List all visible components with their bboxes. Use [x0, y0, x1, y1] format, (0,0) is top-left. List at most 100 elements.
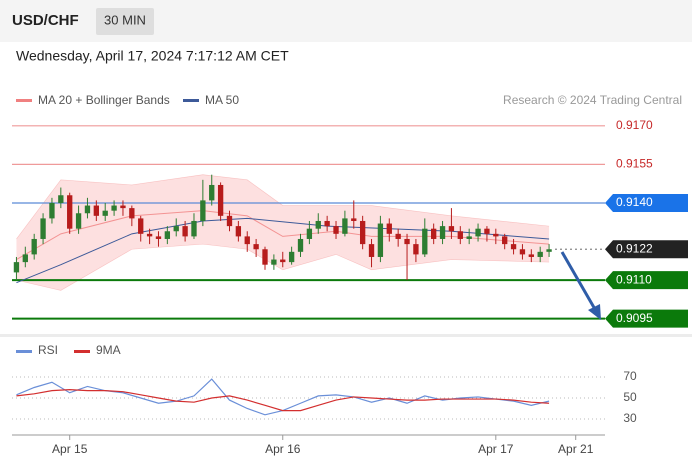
forecast-arrow — [560, 251, 601, 320]
candle-body — [84, 205, 91, 214]
candle-body — [475, 228, 481, 237]
datetime: Wednesday, April 17, 2024 7:17:12 AM CET — [16, 48, 289, 64]
candle-body — [315, 220, 321, 229]
candle-body — [395, 233, 401, 239]
candle-body — [466, 236, 472, 239]
candle-body — [164, 231, 171, 239]
candle-body — [484, 228, 490, 234]
legend-swatch — [74, 350, 90, 353]
candle-body — [342, 218, 348, 234]
candle-body — [182, 226, 188, 237]
series-line — [16, 388, 550, 412]
ma-line — [16, 217, 550, 284]
candle-body — [111, 205, 117, 211]
legend-ma: MA 50 — [205, 93, 239, 107]
level-label: 0.9170 — [616, 118, 653, 132]
candle-body — [368, 244, 375, 257]
level-label: 0.9110 — [616, 272, 652, 286]
x-tick-label: Apr 21 — [558, 442, 594, 456]
candle-body — [31, 238, 37, 255]
candle-body — [528, 254, 534, 257]
candle-body — [226, 215, 233, 227]
candle-body — [217, 184, 224, 216]
candle-body — [306, 228, 313, 239]
candle-body — [502, 236, 508, 245]
candle-body — [173, 226, 179, 232]
legend-rsi: RSI — [38, 343, 58, 357]
candle-body — [377, 223, 384, 257]
symbol: USD/CHF — [12, 12, 79, 29]
interval: 30 MIN — [104, 12, 146, 27]
level-tag — [605, 240, 688, 259]
legend-swatch — [183, 99, 199, 102]
candle-body — [288, 251, 295, 263]
candle-body — [448, 226, 455, 232]
level-label: 0.9122 — [616, 241, 653, 255]
plot-layer: 0.9170 0.9155 0.9140 0.9122 0.9110 0.9095 30 50… — [12, 118, 688, 456]
candle-body — [146, 233, 153, 237]
source: Research © 2024 Trading Central — [503, 93, 682, 107]
candle-body — [297, 238, 304, 252]
candle-body — [280, 259, 286, 263]
candle-body — [191, 220, 197, 237]
candle-body — [120, 205, 126, 209]
candle-body — [129, 208, 135, 219]
candle-body — [49, 202, 55, 219]
candle-body — [75, 213, 82, 229]
level-tag — [605, 193, 688, 212]
band-middle — [16, 210, 550, 260]
candle-body — [200, 200, 206, 221]
candle-body — [93, 205, 99, 216]
candle-body — [431, 228, 437, 239]
candle-body — [253, 244, 259, 250]
candle-body — [67, 195, 73, 229]
x-tick-label: Apr 16 — [265, 442, 301, 456]
candle-body — [324, 220, 330, 227]
candle-body — [22, 254, 28, 263]
legend-swatch — [16, 350, 32, 353]
arrow-head — [588, 304, 601, 320]
level-label: 0.9155 — [616, 157, 653, 171]
candle-body — [58, 195, 64, 203]
legend-swatch — [16, 99, 32, 102]
candle-body — [386, 223, 392, 234]
candle-body — [439, 226, 446, 239]
candle-body — [262, 249, 268, 265]
candle-body — [359, 220, 366, 245]
candle-body — [244, 236, 250, 245]
rsi-panel — [0, 337, 692, 469]
level-tag — [605, 309, 688, 328]
candle-body — [537, 251, 543, 257]
candle-body — [457, 231, 463, 239]
arrow-shaft — [560, 251, 598, 312]
candle-body — [271, 259, 277, 265]
candle-body — [102, 210, 108, 216]
band-upper — [16, 174, 550, 240]
candle-body — [404, 238, 410, 245]
level-label: 0.9140 — [616, 195, 653, 209]
candle-body — [493, 233, 499, 237]
candle-body — [40, 218, 46, 239]
candle-body — [351, 218, 357, 221]
candle-body — [546, 249, 552, 252]
candle-body — [209, 184, 215, 201]
y-tick-label: 30 — [623, 411, 637, 425]
candle-body — [13, 262, 20, 273]
candle-body — [235, 226, 242, 237]
candle-body — [422, 228, 428, 255]
candle-body — [519, 249, 526, 255]
candle-body — [510, 244, 517, 250]
candle-body — [413, 244, 419, 255]
candle-body — [333, 226, 339, 234]
legend-bands: MA 20 + Bollinger Bands — [38, 93, 170, 107]
level-tag — [605, 271, 688, 290]
y-tick-label: 70 — [623, 369, 637, 383]
level-label: 0.9095 — [616, 311, 653, 325]
candle-body — [138, 218, 144, 234]
candle-body — [155, 236, 162, 239]
y-tick-label: 50 — [623, 390, 637, 404]
interval-badge[interactable] — [96, 8, 154, 35]
legend-9ma: 9MA — [96, 343, 121, 357]
